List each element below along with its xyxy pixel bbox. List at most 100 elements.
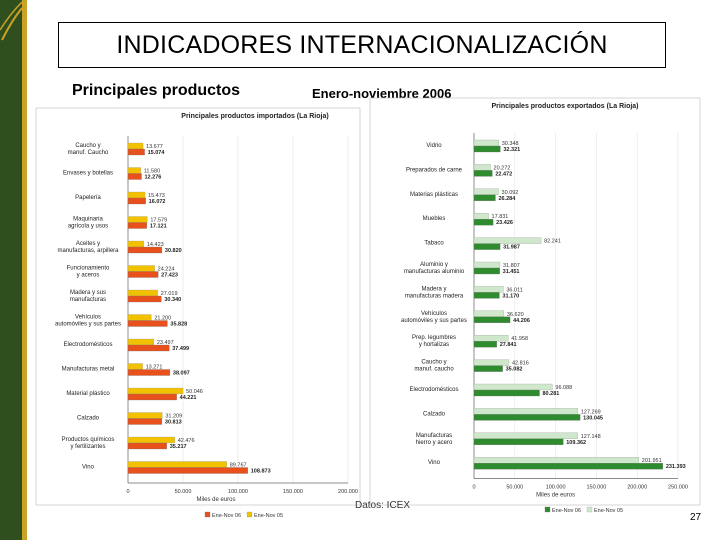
import-bar-2006: [127, 197, 146, 205]
import-category-label: y fertilizantes: [70, 444, 105, 450]
import-bar-2005: [127, 240, 145, 248]
export-bar-2005: [473, 335, 509, 342]
import-bar-2006: [127, 246, 163, 254]
import-value-label-2006: 30.813: [165, 420, 182, 426]
export-bar-2006: [473, 194, 496, 201]
export-category-label: Caucho y: [421, 360, 446, 366]
import-value-label-2005: 13.271: [146, 365, 163, 371]
import-value-label-2006: 44.221: [180, 395, 197, 401]
import-bar-2005: [127, 363, 143, 370]
import-category-label: Madera y sus: [70, 290, 106, 296]
import-category-label: Vehículos: [75, 315, 101, 321]
export-value-label-2006: 26.284: [498, 196, 516, 202]
export-tick-label: 200.000: [627, 485, 647, 491]
export-value-label-2005: 31.807: [503, 263, 520, 269]
export-value-label-2005: 30.348: [502, 141, 519, 147]
import-tick-label: 200.000: [338, 489, 358, 495]
export-category-label: Manufacturas: [416, 433, 452, 439]
import-bar-2006: [127, 344, 170, 352]
import-bar-2006: [127, 393, 177, 401]
import-category-label: Envases y botellas: [63, 171, 113, 177]
export-bar-2006: [473, 341, 497, 348]
export-category-label: manuf. caucho: [414, 367, 454, 373]
export-bar-2006: [473, 243, 501, 250]
import-category-label: manufacturas, arpillera: [57, 248, 119, 254]
import-chart-frame: [35, 107, 361, 506]
import-category-label: Maquinaria: [73, 217, 103, 223]
import-value-label-2006: 12.276: [145, 175, 162, 181]
export-value-label-2006: 130.045: [583, 415, 603, 421]
slide-title: INDICADORES INTERNACIONALIZACIÓN: [116, 30, 608, 59]
subtitle-period: Enero-noviembre 2006: [312, 86, 452, 101]
import-category-label: Funcionamiento: [67, 266, 110, 272]
export-value-label-2005: 82.241: [544, 239, 561, 245]
export-category-label: Aluminio y: [420, 262, 448, 268]
import-bar-2006: [127, 320, 168, 327]
export-value-label-2006: 31.987: [503, 245, 520, 251]
export-tick-label: 0: [472, 485, 475, 491]
import-bar-2006: [127, 222, 147, 229]
export-bar-2005: [473, 457, 639, 464]
export-category-label: Vidrio: [426, 143, 442, 149]
export-category-label: automóviles y sus partes: [401, 318, 467, 324]
export-legend-label-2005: Ene-Nov 05: [594, 508, 623, 514]
export-value-label-2005: 36.011: [506, 287, 522, 293]
import-legend-swatch-2005: [246, 511, 253, 518]
export-bar-2006: [473, 267, 500, 275]
import-value-label-2005: 15.473: [148, 193, 165, 199]
export-value-label-2006: 27.841: [500, 342, 517, 348]
export-value-label-2005: 127.148: [581, 434, 601, 440]
import-bar-2005: [127, 142, 144, 150]
import-value-label-2006: 108.873: [251, 469, 271, 475]
import-bar-2006: [127, 467, 248, 474]
export-chart-title: Principales productos exportados (La Rio…: [491, 103, 638, 110]
import-bar-2006: [127, 295, 162, 303]
import-bar-2006: [127, 271, 159, 278]
import-category-label: y aceros: [77, 273, 100, 279]
export-category-label: manufacturas madera: [405, 293, 464, 299]
import-bar-2006: [127, 442, 167, 450]
import-value-label-2005: 17.579: [150, 218, 167, 224]
import-category-label: Manufacturas metal: [62, 367, 115, 373]
import-bar-2006: [127, 148, 145, 156]
export-value-label-2005: 36.620: [507, 312, 524, 318]
export-value-label-2006: 32.321: [503, 147, 520, 153]
import-value-label-2006: 16.072: [149, 199, 166, 205]
export-bar-2005: [473, 383, 553, 391]
import-value-label-2005: 23.497: [157, 340, 174, 346]
import-value-label-2005: 89.767: [230, 463, 247, 469]
export-bar-2006: [473, 414, 581, 421]
export-bar-2006: [473, 438, 564, 445]
import-value-label-2006: 35.828: [170, 322, 187, 328]
import-bar-2005: [127, 314, 152, 321]
export-x-axis-label: Miles de euros: [536, 493, 575, 499]
export-bar-2005: [473, 164, 491, 171]
export-legend-swatch-2005: [586, 506, 593, 513]
export-category-label: Tabaco: [424, 241, 444, 247]
export-bar-2006: [473, 365, 503, 372]
import-bar-2006: [127, 369, 171, 376]
export-bar-2006: [473, 316, 511, 323]
import-category-label: Material plástico: [66, 391, 110, 397]
export-bar-2005: [473, 359, 510, 366]
export-bar-2006: [473, 219, 494, 226]
import-category-label: Vino: [82, 465, 95, 471]
export-category-label: Calzado: [423, 411, 446, 417]
import-bar-2005: [127, 289, 158, 297]
import-bar-2005: [127, 412, 163, 419]
export-value-label-2006: 23.426: [496, 220, 513, 226]
import-value-label-2005: 31.209: [165, 414, 182, 420]
export-value-label-2005: 41.958: [511, 336, 528, 342]
export-category-label: Prep. legumbres: [412, 335, 456, 341]
import-bar-2005: [127, 191, 146, 199]
import-value-label-2006: 35.217: [170, 444, 187, 450]
logo-swirl-icon: [0, 1, 22, 41]
export-bar-2005: [473, 261, 501, 269]
import-bar-2006: [127, 173, 142, 180]
export-bar-2005: [473, 408, 579, 415]
import-legend-label-2006: Ene-Nov 06: [212, 513, 241, 519]
export-value-label-2006: 31.170: [502, 293, 519, 299]
export-value-label-2005: 42.816: [512, 361, 529, 367]
export-category-label: manufacturas aluminio: [404, 269, 465, 275]
export-bar-2006: [473, 145, 501, 153]
